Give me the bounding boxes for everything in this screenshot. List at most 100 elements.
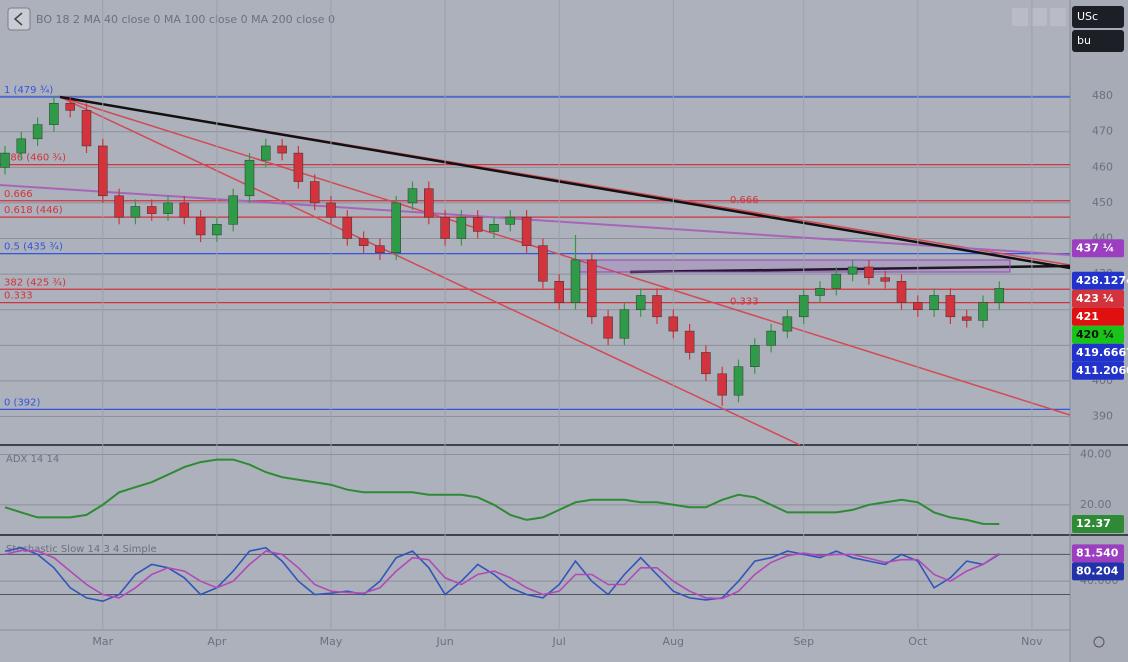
candle-body (521, 216, 532, 246)
candle-body (652, 295, 662, 318)
price-tag (1072, 289, 1124, 308)
indicator-legend: BO 18 2 MA 40 close 0 MA 100 close 0 MA … (36, 13, 335, 26)
candle-body (505, 216, 516, 225)
y-tick-label: 450 (1092, 196, 1113, 209)
indicator-line (4, 458, 1000, 525)
candle-body (130, 206, 141, 218)
back-button[interactable] (7, 7, 31, 31)
candle-body (961, 316, 972, 321)
toolbar-button[interactable] (1012, 8, 1028, 26)
candle-body (913, 302, 923, 310)
price-tag (1072, 544, 1124, 563)
candle-body (847, 266, 858, 275)
price-tag (1072, 515, 1124, 534)
candle-body (407, 188, 418, 204)
x-tick-label: May (320, 635, 343, 648)
candle-body (570, 259, 581, 303)
candle-body (994, 288, 1005, 303)
candle-body (554, 280, 564, 303)
symbol-text: USc (1077, 10, 1098, 23)
x-tick-label: Nov (1021, 635, 1043, 648)
candle-body (309, 181, 320, 204)
candle-body (358, 238, 369, 246)
candle-body (472, 216, 483, 232)
candle-body (717, 373, 727, 396)
price-tag (1072, 562, 1124, 581)
price-tag (1072, 361, 1124, 380)
x-tick-label: Oct (908, 635, 928, 648)
trend-line (59, 96, 801, 446)
y-tick-label: 390 (1092, 410, 1113, 423)
candle-body (864, 266, 874, 278)
candle-body (587, 259, 597, 318)
candle-body (212, 224, 222, 236)
candle-body (766, 330, 776, 346)
candle-body (146, 206, 157, 214)
candle-body (424, 188, 434, 218)
candle-body (391, 202, 401, 254)
candle-body (179, 202, 190, 218)
candle-body (326, 202, 336, 218)
fib-level-label: 0.5 (435 ¾) (4, 242, 63, 253)
price-tag-label: 428.1274 (1076, 274, 1128, 287)
candle-body (0, 152, 10, 168)
unit-dropdown[interactable] (1072, 30, 1124, 52)
candle-body (81, 110, 92, 147)
candle-body (880, 277, 890, 282)
fib-level-label: 1 (479 ¾) (4, 85, 53, 96)
indicator-title: Stochastic Slow 14 3 4 Simple (6, 544, 157, 555)
price-tag (1072, 325, 1124, 344)
candle-body (896, 280, 907, 303)
settings-icon[interactable] (1093, 636, 1105, 648)
candle-body (65, 102, 75, 111)
candle-body (228, 195, 238, 225)
candle-body (456, 216, 467, 239)
range-box (571, 259, 1011, 273)
candle-body (635, 295, 646, 310)
candle-body (815, 288, 825, 296)
indicator-line (4, 546, 1000, 603)
y-tick-label: 470 (1092, 125, 1113, 138)
x-tick-label: Jun (436, 635, 454, 648)
fib-level-label: 0.618 (446) (4, 205, 63, 216)
x-tick-label: Jul (552, 635, 566, 648)
candle-body (32, 124, 43, 140)
price-tag (1072, 271, 1124, 290)
price-tag (1072, 239, 1124, 258)
candle-body (163, 202, 173, 214)
unit-text: bu (1077, 34, 1091, 47)
candle-body (798, 295, 809, 318)
price-tag-label: 420 ¼ (1076, 328, 1114, 341)
candle-body (293, 152, 304, 182)
fib-level-label: 382 (425 ¾) (4, 277, 66, 288)
trend-line (59, 96, 1071, 416)
candle-body (929, 295, 939, 310)
price-tag-label: 437 ¼ (1076, 241, 1114, 254)
candle-body (945, 295, 956, 318)
x-tick-label: Apr (207, 635, 227, 648)
indicator-title: ADX 14 14 (6, 454, 59, 465)
candle-body (375, 245, 385, 254)
fib-level-label: 0.333 (4, 291, 33, 302)
candle-body (489, 224, 499, 232)
price-tag-label: 411.2060 (1076, 364, 1128, 377)
y-tick-label: 20.00 (1080, 498, 1112, 511)
fib-level-label: 0 (392) (4, 397, 41, 408)
candle-body (16, 138, 27, 154)
candle-body (684, 330, 695, 353)
x-tick-label: Aug (663, 635, 684, 648)
toolbar-button[interactable] (1050, 8, 1066, 26)
candle-body (603, 316, 613, 339)
symbol-dropdown[interactable] (1072, 6, 1124, 28)
fib-annotation: 0.666 (730, 195, 759, 206)
candle-body (440, 216, 450, 239)
candle-body (244, 159, 255, 197)
candle-body (750, 345, 760, 367)
candle-body (733, 366, 744, 396)
price-tag-label: 80.204 (1076, 564, 1119, 577)
candle-body (114, 195, 124, 218)
toolbar-button[interactable] (1031, 8, 1047, 26)
fib-level-label: 786 (460 ¾) (4, 153, 66, 164)
